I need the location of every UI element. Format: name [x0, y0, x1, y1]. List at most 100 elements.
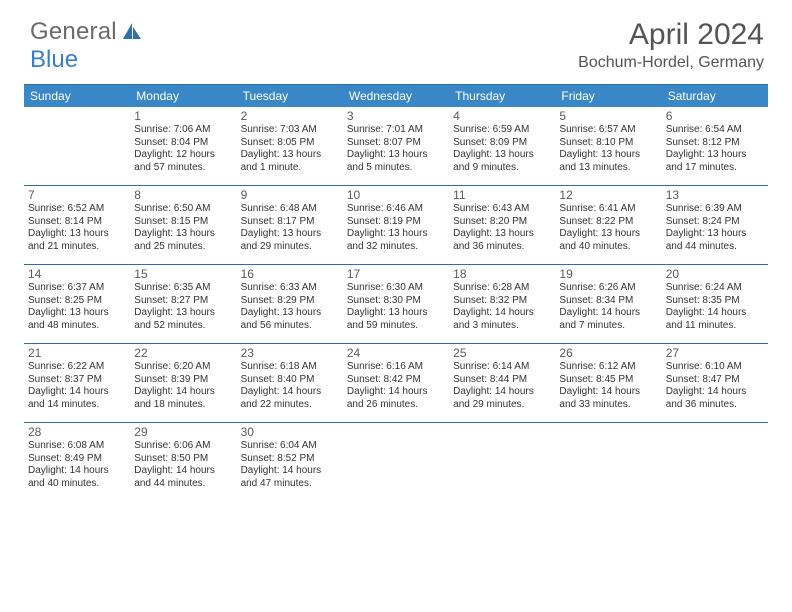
- day-info-line: Sunrise: 6:20 AM: [134, 361, 232, 374]
- day-number: 30: [241, 425, 339, 439]
- day-info-line: Sunset: 8:15 PM: [134, 216, 232, 229]
- month-title: April 2024: [578, 18, 764, 52]
- day-info-line: and 29 minutes.: [453, 399, 551, 412]
- day-info-line: Daylight: 14 hours: [241, 465, 339, 478]
- day-info-line: and 40 minutes.: [28, 478, 126, 491]
- day-header: Sunday: [24, 85, 130, 107]
- day-cell: 16Sunrise: 6:33 AMSunset: 8:29 PMDayligh…: [237, 265, 343, 343]
- day-number: 2: [241, 109, 339, 123]
- day-info-line: Daylight: 14 hours: [666, 307, 764, 320]
- empty-cell: [662, 423, 768, 501]
- day-info-line: Sunrise: 7:01 AM: [347, 124, 445, 137]
- day-info-line: Sunrise: 6:08 AM: [28, 440, 126, 453]
- day-cell: 24Sunrise: 6:16 AMSunset: 8:42 PMDayligh…: [343, 344, 449, 422]
- day-info-line: Sunrise: 6:22 AM: [28, 361, 126, 374]
- day-info-line: and 56 minutes.: [241, 320, 339, 333]
- day-cell: 4Sunrise: 6:59 AMSunset: 8:09 PMDaylight…: [449, 107, 555, 185]
- title-block: April 2024 Bochum-Hordel, Germany: [578, 18, 764, 72]
- day-info-line: Sunset: 8:47 PM: [666, 374, 764, 387]
- day-info-line: Sunrise: 6:54 AM: [666, 124, 764, 137]
- day-number: 10: [347, 188, 445, 202]
- day-number: 19: [559, 267, 657, 281]
- day-info-line: Sunset: 8:40 PM: [241, 374, 339, 387]
- day-info-line: and 11 minutes.: [666, 320, 764, 333]
- day-info-line: Sunset: 8:42 PM: [347, 374, 445, 387]
- day-number: 8: [134, 188, 232, 202]
- day-info-line: Sunrise: 7:03 AM: [241, 124, 339, 137]
- day-number: 23: [241, 346, 339, 360]
- week-row: 21Sunrise: 6:22 AMSunset: 8:37 PMDayligh…: [24, 344, 768, 423]
- day-cell: 26Sunrise: 6:12 AMSunset: 8:45 PMDayligh…: [555, 344, 661, 422]
- day-info-line: Daylight: 13 hours: [134, 228, 232, 241]
- day-info-line: Sunset: 8:39 PM: [134, 374, 232, 387]
- day-info-line: Daylight: 13 hours: [134, 307, 232, 320]
- day-info-line: Daylight: 14 hours: [347, 386, 445, 399]
- header: General April 2024 Bochum-Hordel, German…: [0, 0, 792, 78]
- day-info-line: Sunset: 8:32 PM: [453, 295, 551, 308]
- day-info-line: Daylight: 14 hours: [28, 465, 126, 478]
- day-cell: 17Sunrise: 6:30 AMSunset: 8:30 PMDayligh…: [343, 265, 449, 343]
- day-info-line: Sunrise: 6:41 AM: [559, 203, 657, 216]
- day-info-line: and 18 minutes.: [134, 399, 232, 412]
- day-number: 27: [666, 346, 764, 360]
- day-number: 17: [347, 267, 445, 281]
- empty-cell: [24, 107, 130, 185]
- day-number: 29: [134, 425, 232, 439]
- day-cell: 19Sunrise: 6:26 AMSunset: 8:34 PMDayligh…: [555, 265, 661, 343]
- day-info-line: Daylight: 14 hours: [559, 307, 657, 320]
- day-info-line: Sunset: 8:50 PM: [134, 453, 232, 466]
- day-cell: 12Sunrise: 6:41 AMSunset: 8:22 PMDayligh…: [555, 186, 661, 264]
- day-info-line: and 25 minutes.: [134, 241, 232, 254]
- day-info-line: and 7 minutes.: [559, 320, 657, 333]
- day-info-line: and 21 minutes.: [28, 241, 126, 254]
- day-info-line: Sunrise: 6:33 AM: [241, 282, 339, 295]
- day-info-line: Daylight: 13 hours: [347, 307, 445, 320]
- day-info-line: and 57 minutes.: [134, 162, 232, 175]
- day-info-line: Sunrise: 6:46 AM: [347, 203, 445, 216]
- day-cell: 23Sunrise: 6:18 AMSunset: 8:40 PMDayligh…: [237, 344, 343, 422]
- day-info-line: and 29 minutes.: [241, 241, 339, 254]
- day-info-line: and 1 minute.: [241, 162, 339, 175]
- day-info-line: Daylight: 13 hours: [28, 307, 126, 320]
- day-info-line: Sunset: 8:19 PM: [347, 216, 445, 229]
- day-header: Thursday: [449, 85, 555, 107]
- day-header: Friday: [555, 85, 661, 107]
- day-cell: 3Sunrise: 7:01 AMSunset: 8:07 PMDaylight…: [343, 107, 449, 185]
- day-info-line: Sunset: 8:24 PM: [666, 216, 764, 229]
- logo-text-2: Blue: [30, 46, 78, 74]
- day-cell: 27Sunrise: 6:10 AMSunset: 8:47 PMDayligh…: [662, 344, 768, 422]
- day-info-line: Sunrise: 6:14 AM: [453, 361, 551, 374]
- day-number: 21: [28, 346, 126, 360]
- day-info-line: Daylight: 13 hours: [559, 228, 657, 241]
- day-info-line: Daylight: 14 hours: [241, 386, 339, 399]
- day-info-line: and 47 minutes.: [241, 478, 339, 491]
- day-info-line: Sunrise: 6:48 AM: [241, 203, 339, 216]
- day-info-line: and 44 minutes.: [134, 478, 232, 491]
- day-info-line: Sunrise: 6:30 AM: [347, 282, 445, 295]
- day-number: 25: [453, 346, 551, 360]
- day-info-line: Sunrise: 6:57 AM: [559, 124, 657, 137]
- day-info-line: Daylight: 14 hours: [453, 386, 551, 399]
- day-number: 28: [28, 425, 126, 439]
- day-info-line: and 9 minutes.: [453, 162, 551, 175]
- day-cell: 6Sunrise: 6:54 AMSunset: 8:12 PMDaylight…: [662, 107, 768, 185]
- day-info-line: Sunset: 8:17 PM: [241, 216, 339, 229]
- day-number: 1: [134, 109, 232, 123]
- day-cell: 1Sunrise: 7:06 AMSunset: 8:04 PMDaylight…: [130, 107, 236, 185]
- day-info-line: Sunrise: 6:10 AM: [666, 361, 764, 374]
- day-info-line: and 44 minutes.: [666, 241, 764, 254]
- day-number: 9: [241, 188, 339, 202]
- calendar: Sunday Monday Tuesday Wednesday Thursday…: [24, 84, 768, 501]
- day-info-line: Daylight: 14 hours: [134, 465, 232, 478]
- day-number: 22: [134, 346, 232, 360]
- day-info-line: and 48 minutes.: [28, 320, 126, 333]
- day-info-line: Sunrise: 6:39 AM: [666, 203, 764, 216]
- day-info-line: Sunset: 8:22 PM: [559, 216, 657, 229]
- day-info-line: Sunset: 8:45 PM: [559, 374, 657, 387]
- day-info-line: Sunset: 8:49 PM: [28, 453, 126, 466]
- day-info-line: Sunrise: 7:06 AM: [134, 124, 232, 137]
- day-info-line: Sunrise: 6:28 AM: [453, 282, 551, 295]
- day-info-line: Daylight: 13 hours: [453, 149, 551, 162]
- day-info-line: Sunset: 8:04 PM: [134, 137, 232, 150]
- day-cell: 21Sunrise: 6:22 AMSunset: 8:37 PMDayligh…: [24, 344, 130, 422]
